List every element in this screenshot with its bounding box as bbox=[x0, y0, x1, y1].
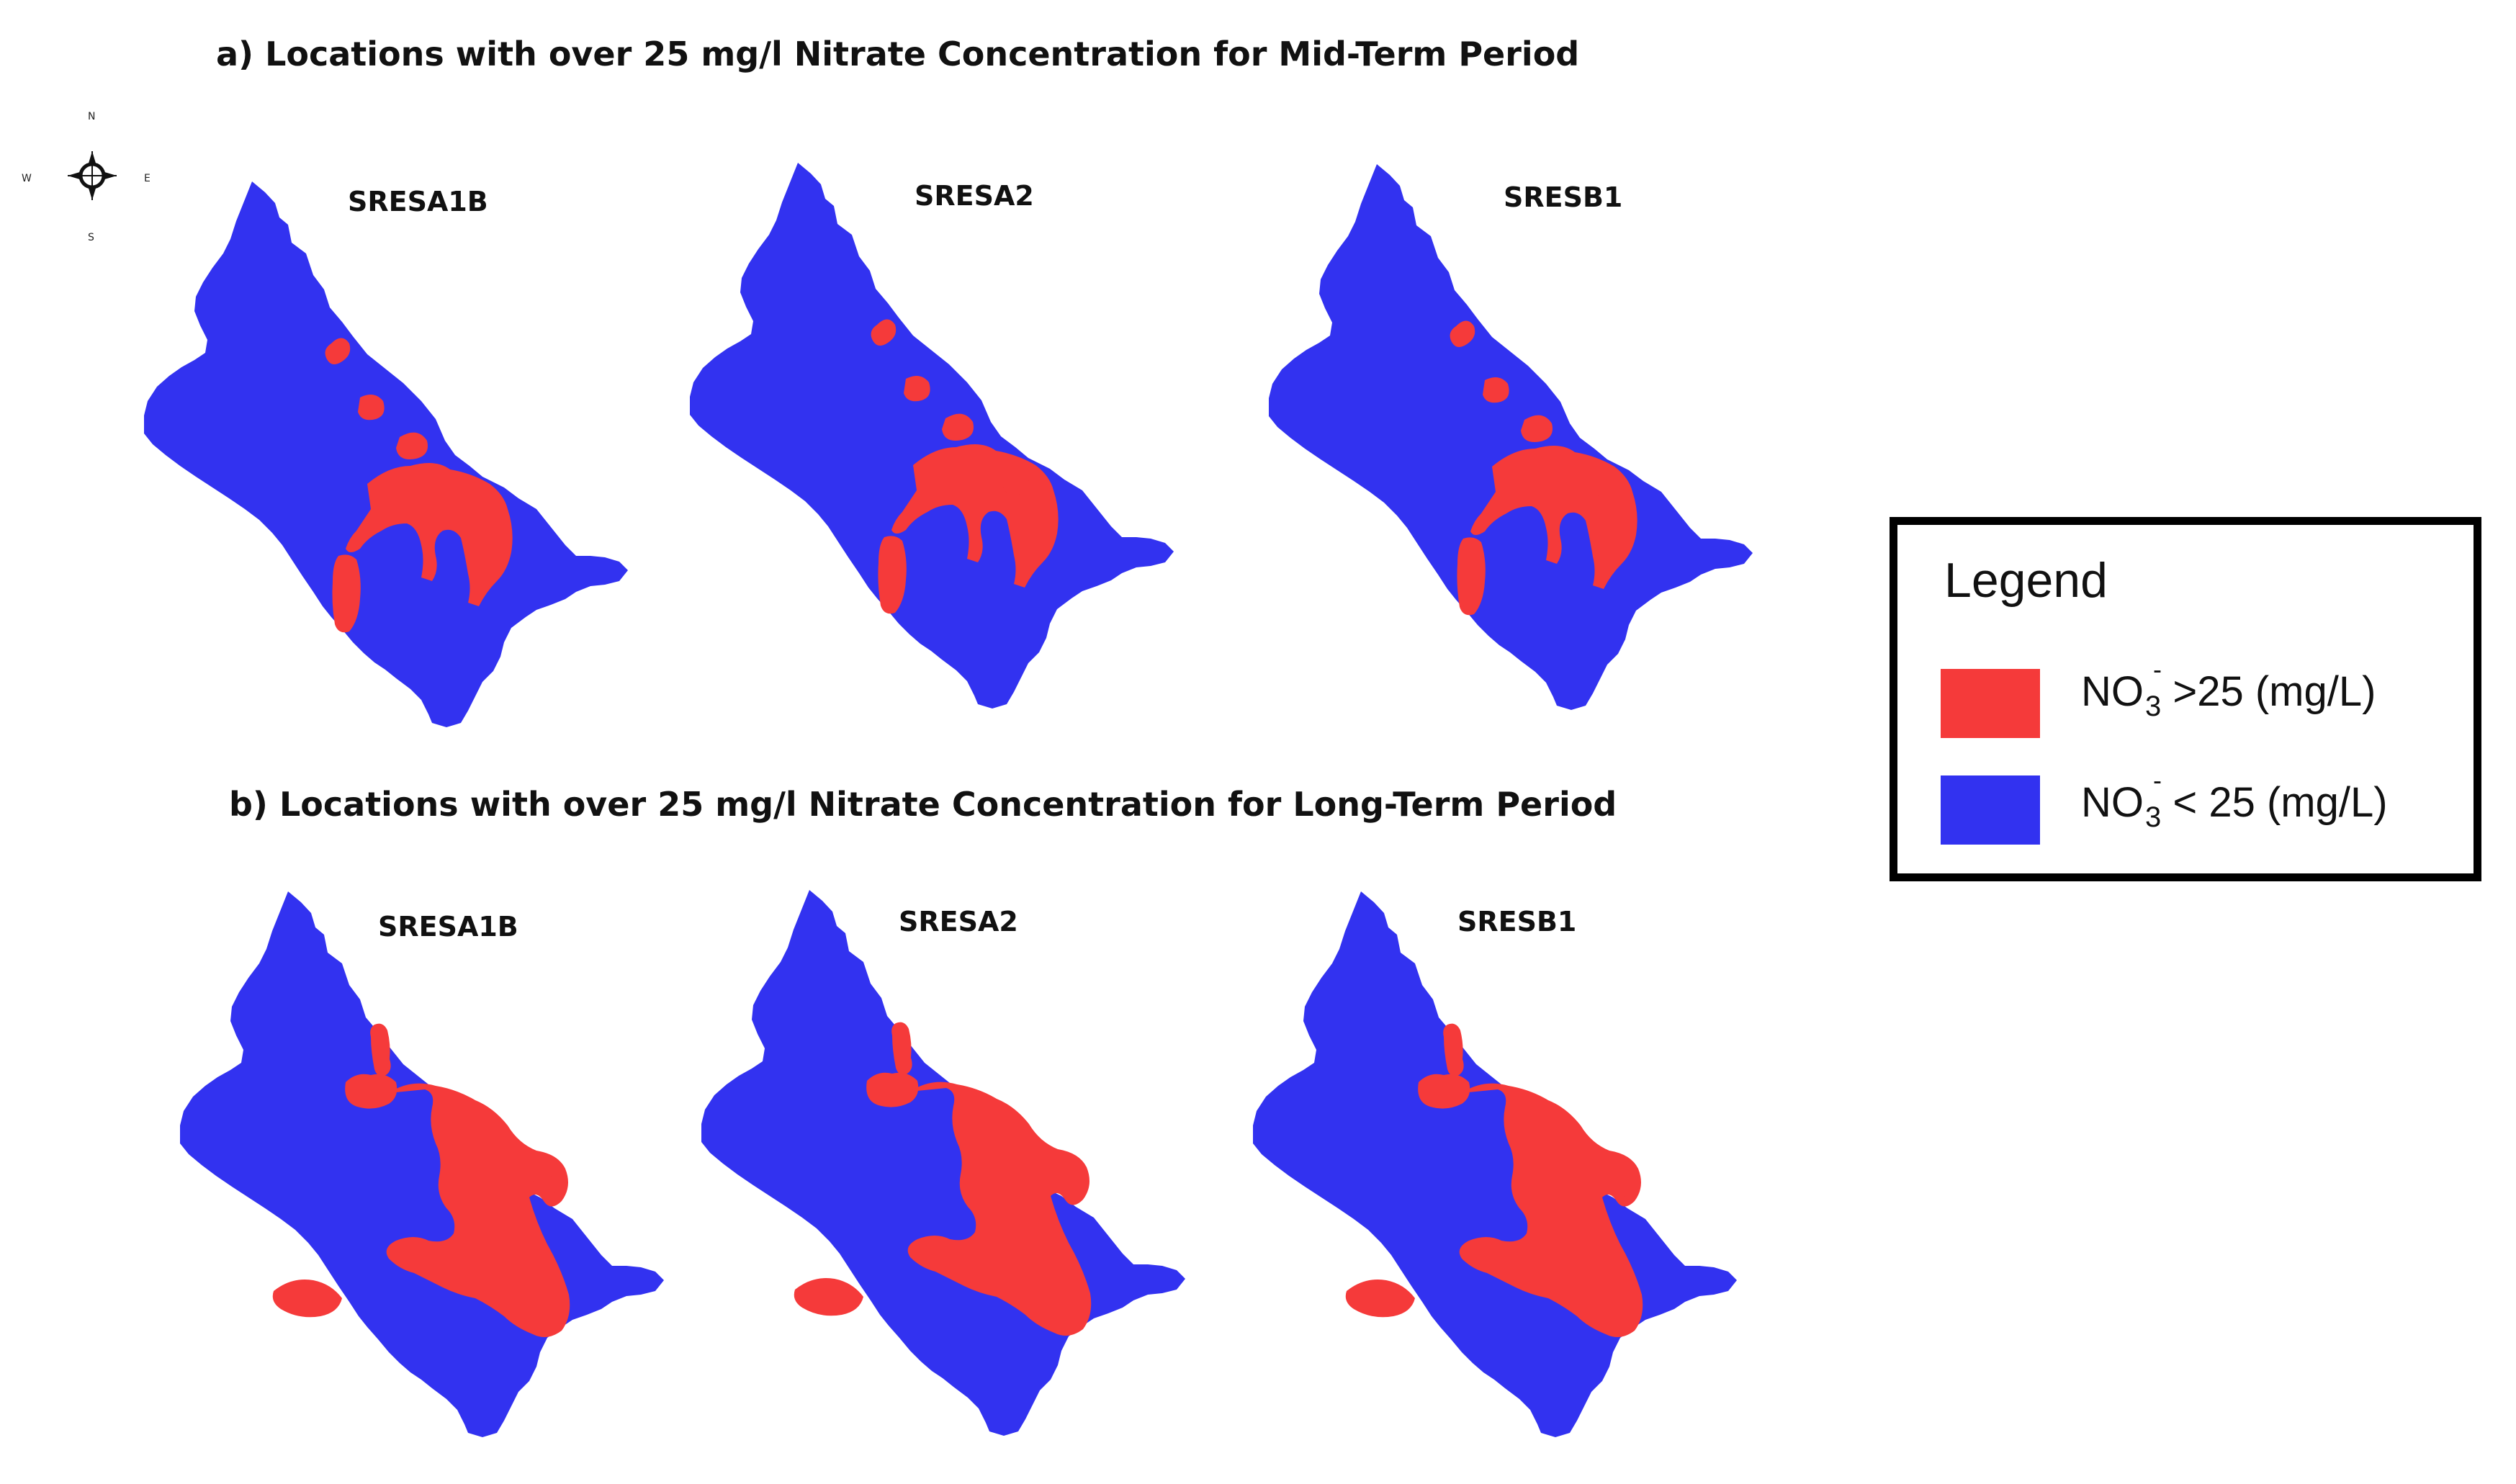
legend-chem-above: NO3- bbox=[2081, 655, 2162, 722]
panel-a-title: a) Locations with over 25 mg/l Nitrate C… bbox=[216, 35, 1580, 73]
legend-chem-below: NO3- bbox=[2081, 765, 2162, 833]
compass-icon bbox=[68, 151, 117, 200]
map-label-a-sresa2: SRESA2 bbox=[915, 180, 1034, 212]
legend: Legend NO3- >25 (mg/L) NO3- < 25 (mg/L) bbox=[1890, 517, 2481, 881]
map-a-sresb1 bbox=[1269, 164, 1753, 710]
compass-west-label: W bbox=[22, 173, 32, 184]
panel-b-title: b) Locations with over 25 mg/l Nitrate C… bbox=[229, 785, 1617, 824]
map-b-sresa2 bbox=[701, 890, 1185, 1436]
map-a-sresa1b bbox=[144, 181, 628, 727]
map-b-sresb1 bbox=[1253, 891, 1737, 1437]
map-label-b-sresa2: SRESA2 bbox=[899, 906, 1018, 937]
map-label-b-sresb1: SRESB1 bbox=[1457, 906, 1577, 937]
map-a-sresa2 bbox=[690, 163, 1174, 709]
compass-east-label: E bbox=[144, 173, 150, 184]
legend-swatch-below bbox=[1941, 775, 2040, 845]
compass-south-label: S bbox=[88, 232, 94, 243]
map-label-a-sresa1b: SRESA1B bbox=[348, 186, 488, 217]
map-label-a-sresb1: SRESB1 bbox=[1504, 181, 1623, 213]
legend-label-above: NO3- >25 (mg/L) bbox=[2081, 655, 2376, 722]
compass-north-label: N bbox=[88, 111, 95, 122]
legend-swatch-above bbox=[1941, 669, 2040, 738]
legend-title: Legend bbox=[1944, 553, 2108, 608]
legend-label-below: NO3- < 25 (mg/L) bbox=[2081, 765, 2388, 833]
map-label-b-sresa1b: SRESA1B bbox=[378, 911, 518, 943]
map-b-sresa1b bbox=[180, 891, 664, 1437]
